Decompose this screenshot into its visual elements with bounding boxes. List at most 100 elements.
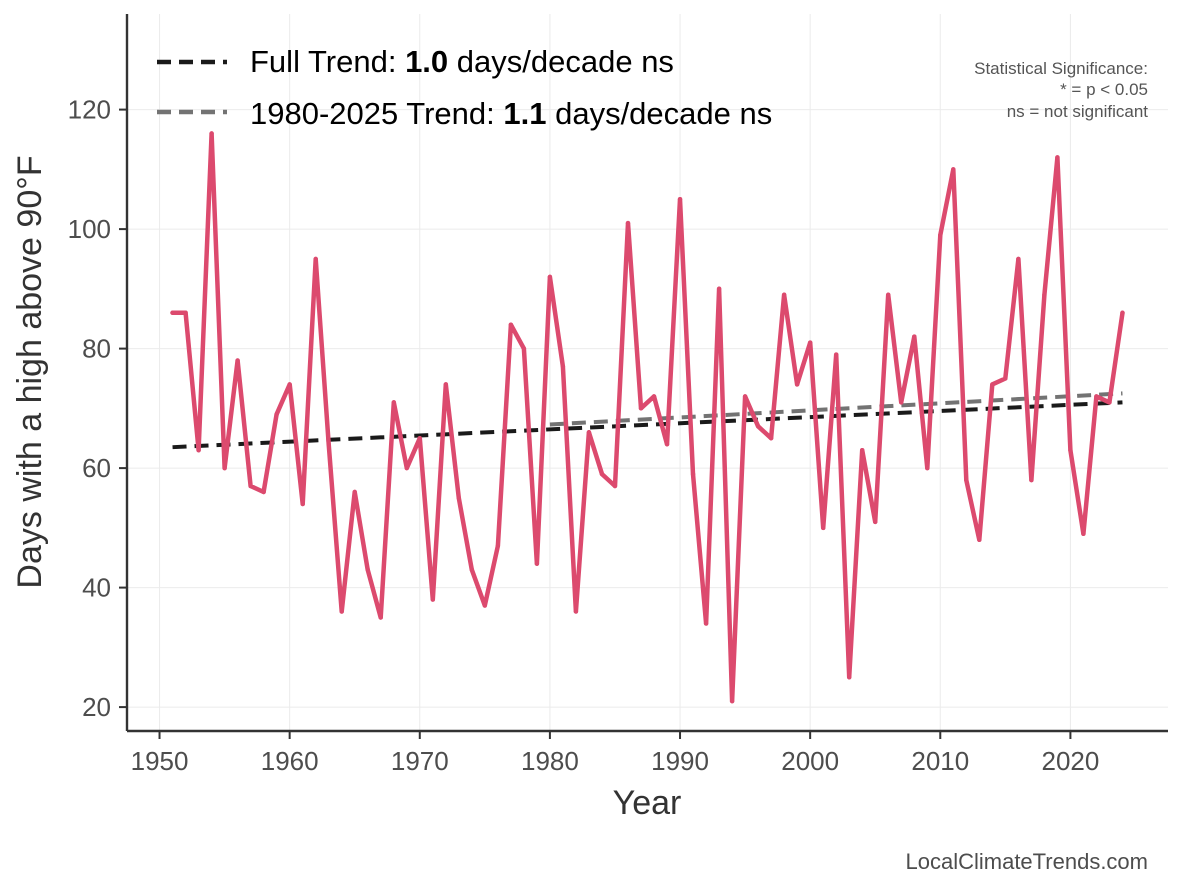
data-point-2022: [1094, 394, 1099, 399]
data-point-1963: [326, 442, 331, 447]
data-point-2023: [1107, 400, 1112, 405]
data-point-1977: [508, 322, 514, 327]
legend-recent-trend-suffix: days/decade ns: [546, 96, 772, 131]
data-point-1973: [456, 495, 462, 501]
data-point-2000: [807, 340, 813, 345]
data-point-1983: [586, 430, 592, 435]
data-point-2007: [899, 400, 904, 405]
x-tick-label-2000: 2000: [781, 746, 839, 776]
data-point-1998: [781, 292, 787, 298]
data-point-1995: [742, 394, 748, 399]
data-point-1956: [235, 358, 240, 363]
data-point-2012: [964, 477, 969, 483]
data-point-1985: [612, 483, 618, 489]
trend-line-full: [172, 400, 1123, 450]
data-point-2017: [1029, 477, 1034, 483]
data-point-2019: [1055, 155, 1060, 160]
data-point-2002: [833, 352, 839, 357]
data-point-1969: [404, 465, 409, 471]
data-point-1976: [495, 543, 501, 548]
y-tick-label-100: 100: [68, 214, 111, 244]
significance-title: Statistical Significance:: [974, 59, 1148, 78]
data-point-1958: [261, 489, 266, 495]
data-point-1989: [664, 442, 670, 447]
data-point-2014: [990, 382, 995, 387]
data-point-2013: [977, 537, 982, 542]
data-point-1988: [651, 394, 657, 399]
x-tick-label-2010: 2010: [911, 746, 969, 776]
data-point-1966: [365, 567, 370, 572]
x-ticks: 1950 1960 1970 1980 1990 2000 2010 2020: [131, 731, 1099, 776]
x-tick-label-1990: 1990: [651, 746, 709, 776]
data-point-1960: [287, 382, 292, 387]
data-point-1952: [183, 310, 188, 315]
data-point-2001: [820, 525, 826, 531]
data-point-1970: [417, 436, 422, 441]
data-point-2020: [1068, 447, 1073, 453]
data-point-1987: [638, 406, 644, 411]
data-point-1964: [339, 609, 344, 614]
y-tick-label-20: 20: [82, 692, 111, 722]
data-point-2011: [951, 167, 956, 172]
data-point-2009: [925, 465, 930, 471]
data-point-2010: [938, 232, 943, 238]
data-point-2006: [886, 292, 891, 298]
y-tick-label-120: 120: [68, 95, 111, 125]
x-tick-label-2020: 2020: [1041, 746, 1099, 776]
source-caption: LocalClimateTrends.com: [906, 849, 1149, 874]
significance-p-value: * = p < 0.05: [1060, 80, 1148, 99]
data-point-1967: [378, 615, 383, 620]
data-point-1986: [625, 220, 631, 226]
data-point-1978: [521, 346, 527, 351]
y-tick-label-80: 80: [82, 334, 111, 364]
data-point-1975: [482, 603, 488, 608]
significance-ns: ns = not significant: [1007, 102, 1149, 121]
data-point-1968: [391, 400, 396, 405]
data-point-2005: [873, 519, 878, 525]
data-point-1981: [560, 364, 566, 369]
data-point-1957: [248, 483, 253, 489]
data-point-2016: [1016, 256, 1021, 262]
data-point-1951: [170, 310, 175, 315]
data-point-1999: [794, 382, 800, 387]
series: [170, 131, 1125, 704]
data-point-2021: [1081, 531, 1086, 537]
data-point-1972: [443, 382, 449, 387]
significance-note: Statistical Significance: * = p < 0.05 n…: [974, 59, 1148, 121]
data-point-1953: [196, 447, 201, 453]
data-point-1979: [534, 561, 540, 566]
x-tick-label-1980: 1980: [521, 746, 579, 776]
x-tick-label-1950: 1950: [131, 746, 189, 776]
data-point-1992: [703, 621, 709, 626]
y-tick-label-40: 40: [82, 573, 111, 603]
legend-full-trend-prefix: Full Trend:: [250, 44, 405, 79]
legend-recent-trend-prefix: 1980-2025 Trend:: [250, 96, 503, 131]
y-ticks: 20 40 60 80 100 120: [68, 95, 127, 722]
data-point-2008: [912, 334, 917, 339]
data-point-2004: [860, 447, 865, 453]
data-point-1993: [716, 286, 722, 292]
data-point-1954: [209, 131, 214, 136]
legend-recent-trend-value: 1.1: [503, 96, 546, 131]
legend-full-trend-suffix: days/decade ns: [448, 44, 674, 79]
data-point-1965: [352, 489, 357, 495]
data-point-1962: [313, 256, 318, 262]
y-tick-label-60: 60: [82, 453, 111, 483]
data-point-1994: [729, 698, 735, 704]
x-tick-label-1960: 1960: [261, 746, 319, 776]
data-point-1991: [690, 471, 696, 477]
data-point-1971: [430, 597, 435, 602]
legend-recent-trend-label: 1980-2025 Trend: 1.1 days/decade ns: [250, 96, 772, 131]
data-point-1990: [677, 197, 683, 202]
series-line: [170, 131, 1125, 704]
axes: [125, 14, 1168, 733]
data-point-1955: [222, 465, 227, 471]
y-axis-title: Days with a high above 90°F: [11, 155, 49, 588]
data-point-1984: [599, 471, 605, 477]
data-point-1997: [768, 436, 774, 441]
legend: Full Trend: 1.0 days/decade ns 1980-2025…: [157, 44, 772, 131]
data-point-2024: [1120, 310, 1125, 315]
legend-full-trend-value: 1.0: [405, 44, 448, 79]
data-point-1982: [573, 609, 579, 614]
